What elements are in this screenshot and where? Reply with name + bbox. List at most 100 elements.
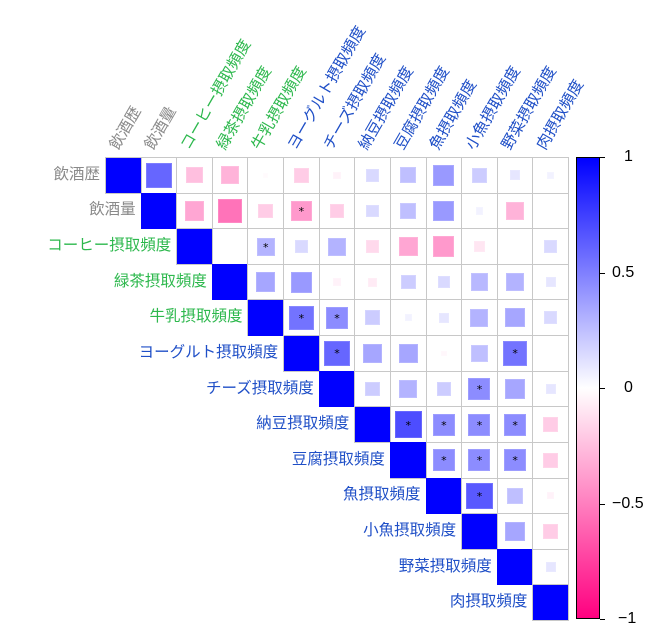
colorbar-tick-label: −0.5	[612, 494, 644, 512]
row-label: 納豆摂取頻度	[256, 414, 350, 433]
correlation-square	[186, 167, 203, 184]
colorbar-tick-label: −1	[618, 610, 637, 627]
matrix-cell	[425, 192, 463, 230]
correlation-square	[398, 343, 418, 364]
correlation-square	[509, 170, 521, 181]
correlation-square	[468, 449, 491, 472]
correlation-square	[221, 166, 240, 185]
colorbar-tick	[600, 503, 605, 505]
correlation-square	[365, 310, 380, 326]
correlation-square	[256, 237, 275, 256]
correlation-square	[394, 410, 422, 439]
row-label: 野菜摂取頻度	[398, 556, 492, 575]
correlation-square	[437, 275, 451, 289]
correlation-square	[505, 308, 525, 328]
correlation-square	[547, 492, 555, 500]
matrix-cell	[389, 335, 427, 372]
row-label: コーヒー摂取頻度	[47, 236, 172, 255]
correlation-square	[438, 312, 450, 323]
correlation-square	[505, 379, 525, 399]
row-label: チーズ摂取頻度	[205, 378, 314, 397]
correlation-square	[146, 162, 172, 188]
row-label: 牛乳摂取頻度	[149, 307, 243, 326]
correlation-square	[366, 168, 379, 182]
correlation-square	[470, 308, 489, 327]
row-label: 小魚摂取頻度	[363, 520, 457, 539]
correlation-square	[432, 449, 455, 472]
diagonal-square	[532, 584, 569, 621]
correlation-square	[545, 276, 556, 288]
correlation-square	[475, 207, 484, 215]
colorbar-tick	[600, 619, 605, 620]
correlation-square	[502, 341, 528, 366]
correlation-square	[365, 381, 380, 397]
matrix-cell	[461, 335, 498, 372]
row-label: 緑茶摂取頻度	[113, 271, 207, 290]
correlation-square	[326, 306, 348, 329]
correlation-square	[470, 273, 489, 291]
correlation-square	[504, 449, 527, 472]
correlation-square	[471, 345, 488, 362]
diagonal-square	[176, 228, 213, 265]
significance-marker: *	[441, 418, 447, 432]
correlation-square	[256, 272, 276, 292]
correlation-square	[506, 487, 524, 505]
row-label: 飲酒量	[89, 200, 136, 219]
correlation-square	[333, 171, 341, 179]
correlation-square	[506, 273, 525, 292]
significance-marker: *	[512, 347, 518, 361]
diagonal-square	[390, 442, 427, 479]
correlation-square	[218, 198, 243, 224]
diagonal-square	[105, 157, 142, 194]
correlation-square	[543, 524, 558, 539]
colorbar-tick	[600, 388, 605, 389]
correlation-square	[433, 200, 455, 222]
significance-marker: *	[512, 418, 518, 432]
correlation-square	[543, 452, 558, 468]
correlation-square	[441, 350, 447, 357]
correlation-square	[367, 277, 378, 287]
correlation-square	[545, 561, 556, 573]
diagonal-square	[354, 406, 391, 443]
matrix-cell	[532, 335, 569, 372]
row-label: 豆腐摂取頻度	[291, 449, 385, 468]
correlation-square	[362, 343, 383, 364]
significance-marker: *	[263, 240, 269, 254]
correlation-square	[432, 413, 455, 436]
diagonal-square	[141, 193, 177, 229]
correlation-square	[328, 237, 346, 256]
colorbar-tick	[600, 157, 605, 158]
column-label: 飲酒量	[141, 103, 181, 153]
correlation-square	[263, 172, 269, 178]
significance-marker: *	[334, 347, 340, 361]
correlation-square	[544, 240, 558, 253]
correlation-square	[258, 203, 274, 219]
correlation-square	[366, 204, 379, 218]
correlation-square	[400, 167, 417, 184]
colorbar-tick	[600, 272, 605, 274]
matrix-cell	[211, 228, 249, 265]
correlation-square	[295, 240, 308, 253]
matrix-cell	[496, 228, 534, 265]
correlation-square	[324, 340, 350, 367]
significance-marker: *	[334, 311, 340, 325]
significance-marker: *	[441, 454, 447, 468]
significance-marker: *	[298, 311, 305, 325]
correlation-square	[291, 271, 312, 293]
correlation-square	[544, 311, 558, 325]
column-label: 飲酒歴	[105, 103, 145, 153]
correlation-square	[399, 380, 418, 398]
correlation-square	[366, 240, 379, 253]
correlation-square	[294, 167, 309, 183]
correlation-square	[472, 167, 487, 183]
correlation-square	[400, 202, 417, 220]
correlation-square	[289, 305, 314, 330]
correlation-square	[506, 201, 525, 220]
diagonal-square	[319, 371, 355, 407]
correlation-square	[468, 378, 491, 400]
correlation-square	[468, 413, 491, 436]
correlation-square	[398, 236, 418, 257]
row-label: 魚摂取頻度	[343, 485, 421, 504]
correlation-square	[504, 413, 527, 436]
colorbar-tick-label: 0.5	[612, 263, 635, 281]
